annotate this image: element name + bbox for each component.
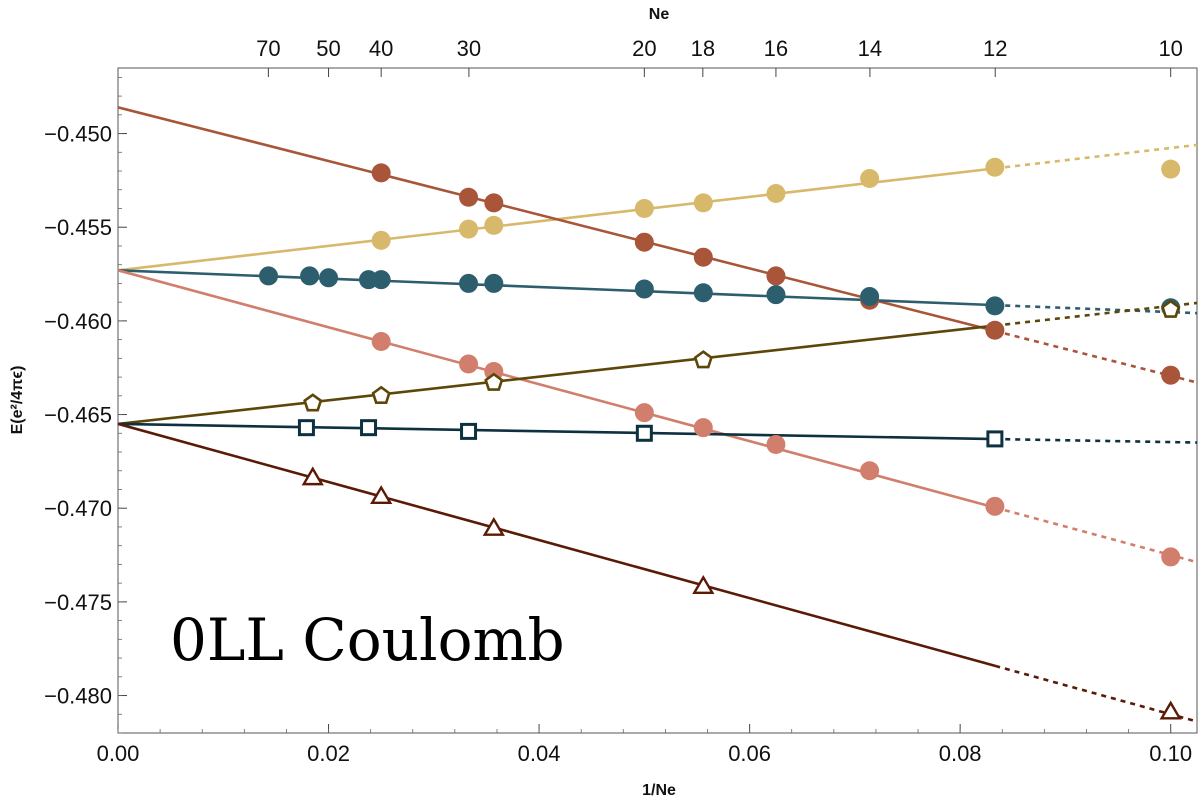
navy-squares-point — [986, 430, 1004, 448]
olive-pentagons-point — [1161, 299, 1181, 318]
axis-ticks: 0.00 0.02 0.04 0.06 0.08 0.10 −0.450 −0.455 −0.4… — [44, 36, 1192, 766]
top-axis-title: Ne — [649, 6, 670, 23]
brown-triangles-point — [692, 575, 715, 594]
teal-circles-point — [319, 268, 339, 288]
brown-triangles-point — [370, 485, 393, 505]
navy-squares-point — [460, 422, 478, 440]
rust-circles-point — [766, 266, 786, 286]
gold-circles-point — [371, 230, 391, 250]
gold-circles-fit-dotted — [995, 143, 1198, 170]
salmon-circles-point — [459, 354, 479, 374]
brown-triangles-fit-solid — [117, 422, 996, 668]
salmon-circles-point — [634, 403, 654, 423]
navy-squares-point — [635, 424, 653, 442]
teal-circles-point — [259, 266, 279, 286]
olive-pentagons-fit-dotted — [995, 301, 1198, 327]
y-tick-label: −0.475 — [44, 590, 112, 615]
rust-circles-point — [484, 193, 504, 213]
y-axis-title: E(e²/4πϵ) — [9, 366, 26, 435]
x-tick-label: 0.10 — [1149, 741, 1192, 766]
x-tick-label: 0.00 — [97, 741, 140, 766]
teal-circles-point — [860, 287, 880, 307]
x-tick-label: 0.08 — [939, 741, 982, 766]
brown-triangles-point — [482, 516, 505, 536]
top-tick-label: 14 — [858, 36, 882, 61]
rust-circles-point — [459, 187, 479, 207]
brown-triangles-point — [301, 466, 324, 486]
navy-squares-fit-solid — [117, 422, 996, 441]
rust-circles-point — [693, 247, 713, 267]
x-tick-label: 0.06 — [728, 741, 771, 766]
top-tick-label: 50 — [316, 36, 340, 61]
salmon-circles-point — [985, 496, 1005, 516]
olive-pentagons-point — [484, 372, 504, 391]
top-tick-label: 18 — [691, 36, 715, 61]
gold-circles-point — [484, 215, 504, 235]
top-tick-label: 30 — [457, 36, 481, 61]
x-tick-label: 0.02 — [307, 741, 350, 766]
y-tick-label: −0.480 — [44, 684, 112, 709]
teal-circles-point — [985, 296, 1005, 316]
teal-circles-point — [300, 266, 320, 286]
rust-circles-point — [634, 232, 654, 252]
olive-pentagons-fit-solid — [117, 324, 996, 426]
gold-circles-point — [985, 157, 1005, 177]
plot-border — [117, 67, 1198, 734]
salmon-circles-point — [371, 331, 391, 351]
y-tick-label: −0.465 — [44, 403, 112, 428]
navy-squares-point — [297, 419, 315, 437]
top-tick-label: 70 — [256, 36, 280, 61]
gold-circles-point — [1161, 159, 1181, 179]
teal-circles-point — [459, 273, 479, 293]
olive-pentagons-point — [371, 385, 391, 404]
salmon-circles-point — [766, 435, 786, 455]
salmon-circles-point — [1161, 547, 1181, 567]
y-tick-label: −0.450 — [44, 122, 112, 147]
plot-frame — [117, 67, 1198, 734]
y-tick-label: −0.470 — [44, 496, 112, 521]
top-tick-label: 20 — [632, 36, 656, 61]
gold-circles-point — [766, 184, 786, 204]
top-tick-label: 40 — [369, 36, 393, 61]
y-tick-label: −0.455 — [44, 215, 112, 240]
rust-circles-point — [985, 320, 1005, 340]
brown-triangles-point — [1159, 700, 1182, 720]
x-tick-label: 0.04 — [518, 741, 561, 766]
top-tick-label: 10 — [1158, 36, 1182, 61]
top-tick-label: 12 — [983, 36, 1007, 61]
y-tick-label: −0.460 — [44, 309, 112, 334]
chart-annotation: 0LL Coulomb — [170, 606, 565, 674]
navy-squares-fit-dotted — [995, 437, 1198, 444]
rust-circles-point — [1161, 365, 1181, 385]
x-axis-title: 1/Ne — [642, 782, 676, 799]
teal-circles-point — [634, 279, 654, 299]
teal-circles-point — [484, 273, 504, 293]
salmon-circles-point — [860, 461, 880, 481]
gold-circles-point — [860, 169, 880, 189]
salmon-circles-fit-solid — [117, 269, 996, 509]
gold-circles-point — [634, 198, 654, 218]
brown-triangles-fit-dotted — [994, 664, 1198, 723]
teal-circles-point — [693, 283, 713, 303]
rust-circles-fit-solid — [117, 106, 996, 333]
teal-circles-point — [371, 270, 391, 290]
teal-circles-point — [766, 285, 786, 305]
gold-circles-point — [693, 193, 713, 213]
rust-circles-point — [371, 163, 391, 183]
gold-circles-point — [459, 219, 479, 239]
navy-squares-point — [360, 419, 378, 437]
data-markers — [259, 157, 1182, 720]
olive-pentagons-point — [303, 393, 323, 412]
olive-pentagons-point — [693, 350, 713, 369]
teal-circles-fit-dotted — [995, 303, 1198, 315]
top-tick-label: 16 — [764, 36, 788, 61]
salmon-circles-point — [693, 418, 713, 438]
